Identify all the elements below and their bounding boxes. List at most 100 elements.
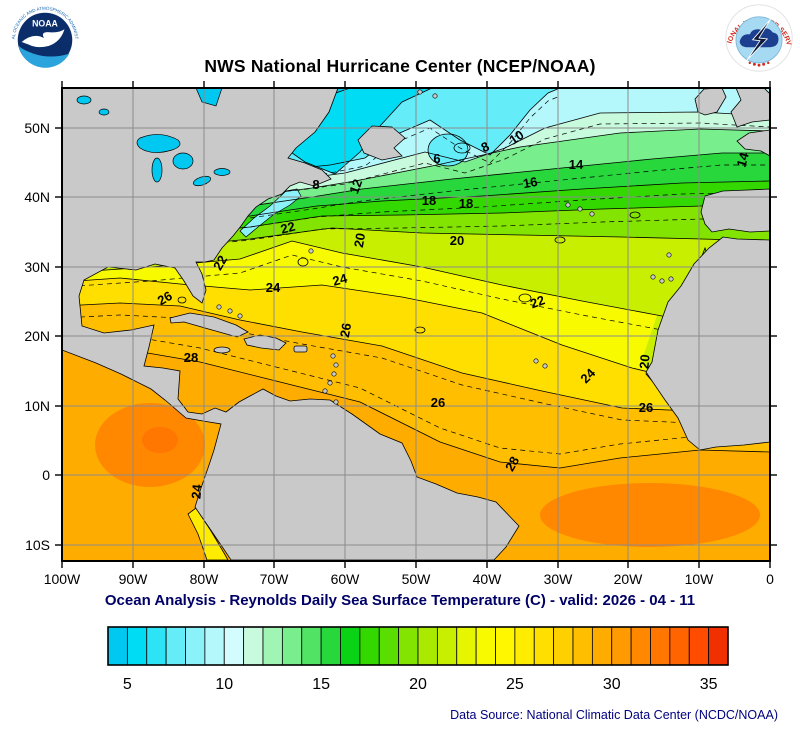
eddy-contour-4 xyxy=(177,296,187,304)
lon-axis-label: 100W xyxy=(44,571,81,587)
island-18 xyxy=(542,363,548,369)
isotherm-value-label: 14 xyxy=(734,150,752,169)
lon-axis-label: 40W xyxy=(473,571,503,587)
lon-axis-label: 20W xyxy=(614,571,644,587)
noaa-disc-sea xyxy=(18,45,70,68)
colorbar-cell xyxy=(378,626,400,666)
isotherm-value-label: 6 xyxy=(433,151,440,166)
land-masses xyxy=(62,88,770,561)
colorbar-cell xyxy=(669,626,690,666)
isotherm-value-label: 26 xyxy=(155,288,175,308)
data-source-credit: Data Source: National Climatic Data Cent… xyxy=(450,708,778,722)
island-12 xyxy=(589,211,595,217)
colorbar-tick-label: 35 xyxy=(700,676,718,693)
lat-axis-label: 10S xyxy=(25,537,50,553)
noaa-gull-icon xyxy=(21,29,65,48)
land-puerto-rico xyxy=(293,345,308,353)
lat-axis-label: 50N xyxy=(24,120,50,136)
isotherm-value-label: 28 xyxy=(184,350,198,365)
land-ireland xyxy=(694,88,727,116)
island-7 xyxy=(322,388,328,394)
land-france xyxy=(736,129,770,157)
island-1 xyxy=(227,308,233,314)
colorbar-tick-label: 30 xyxy=(603,676,621,693)
isotherm-dashed-c28 xyxy=(62,332,770,455)
lakes-and-islands xyxy=(76,88,674,405)
colorbar-cell xyxy=(495,626,516,666)
lake-huron xyxy=(172,152,194,170)
island-5 xyxy=(331,371,337,377)
isotherm-value-label: 22 xyxy=(528,292,547,311)
colorbar-tick-label: 5 xyxy=(123,676,132,693)
island-13 xyxy=(650,274,656,280)
isotherm-value-label: 12 xyxy=(346,177,365,196)
isotherm-value-label: 8 xyxy=(312,177,319,192)
colorbar-cell xyxy=(340,626,361,666)
colorbar-cell xyxy=(262,626,283,666)
isotherm-value-label: 28 xyxy=(502,454,522,474)
nws-lightning-icon xyxy=(746,18,772,61)
eddy-contour-1 xyxy=(297,257,309,267)
colorbar-cell xyxy=(572,626,593,666)
lat-axis-label: 30N xyxy=(24,259,50,275)
axis-ticks-and-labels: 100W 90W 80W 70W 60W 50W 40W 30W 20W 10W 0 50N 40N 30… xyxy=(24,81,777,587)
colorbar-cell xyxy=(126,626,148,666)
lake-ontario xyxy=(213,168,231,176)
lon-axis-label: 30W xyxy=(544,571,574,587)
island-16 xyxy=(666,252,672,258)
lake-michigan xyxy=(151,157,163,183)
island-15 xyxy=(668,276,674,282)
island-3 xyxy=(330,353,336,359)
colorbar-cell xyxy=(456,626,477,666)
colorbar-cell xyxy=(185,626,206,666)
colorbar-cell xyxy=(281,626,303,666)
eddy-contour-2 xyxy=(518,293,532,303)
island-2 xyxy=(237,313,243,319)
isotherm-value-label: 20 xyxy=(351,232,368,249)
lat-axis-label: 0 xyxy=(42,467,50,483)
isotherm-value-label: 24 xyxy=(266,280,281,295)
isotherm-value-label: 22 xyxy=(210,253,230,273)
lake-superior xyxy=(136,134,181,153)
lat-axis-label: 20N xyxy=(24,328,50,344)
island-19 xyxy=(417,89,423,95)
colorbar-legend: 5 10 15 20 25 30 35 xyxy=(107,626,729,693)
lat-lon-grid xyxy=(62,88,770,561)
colorbar-cell xyxy=(630,626,651,666)
isotherm-value-label: 20 xyxy=(636,354,652,370)
colorbar-cell xyxy=(553,626,574,666)
warm-core-east-pacific xyxy=(142,427,178,453)
page-title: NWS National Hurricane Center (NCEP/NOAA… xyxy=(204,56,596,76)
noaa-logo: NATIONAL OCEANIC AND ATMOSPHERIC ADMINIS… xyxy=(8,3,82,77)
colorbar-cell xyxy=(708,626,729,666)
james-bay xyxy=(195,88,223,107)
island-8 xyxy=(333,399,339,405)
noaa-wordmark: NOAA xyxy=(32,18,58,28)
lat-axis-label: 40N xyxy=(24,189,50,205)
island-14 xyxy=(659,278,665,284)
colorbar-cell xyxy=(146,626,167,666)
isotherm-value-label: 22 xyxy=(279,219,297,237)
isotherm-value-label: 14 xyxy=(569,157,584,172)
land-jamaica xyxy=(213,346,231,354)
eddy-contour-3 xyxy=(629,211,641,219)
isotherm-value-label: 26 xyxy=(639,400,653,415)
eddy-contour-6 xyxy=(414,326,426,334)
isotherm-value-label: 26 xyxy=(337,322,354,339)
isotherm-value-label: 20 xyxy=(450,233,464,248)
colorbar-tick-label: 10 xyxy=(215,676,233,693)
land-cuba xyxy=(169,312,249,338)
colorbar-cell xyxy=(533,626,555,666)
isotherm-value-label: 18 xyxy=(459,196,473,211)
lon-axis-label: 80W xyxy=(190,571,220,587)
land-newfoundland xyxy=(357,125,406,161)
colorbar-frame xyxy=(107,626,729,666)
isotherm-c26 xyxy=(62,302,770,412)
nws-logo: NATIONAL WEATHER SERVICE xyxy=(724,3,794,73)
colorbar-cell xyxy=(417,626,438,666)
colorbar-cell xyxy=(107,626,128,666)
land-great-britain xyxy=(730,88,770,128)
colorbar-cell xyxy=(398,626,419,666)
colorbar-cell xyxy=(650,626,671,666)
